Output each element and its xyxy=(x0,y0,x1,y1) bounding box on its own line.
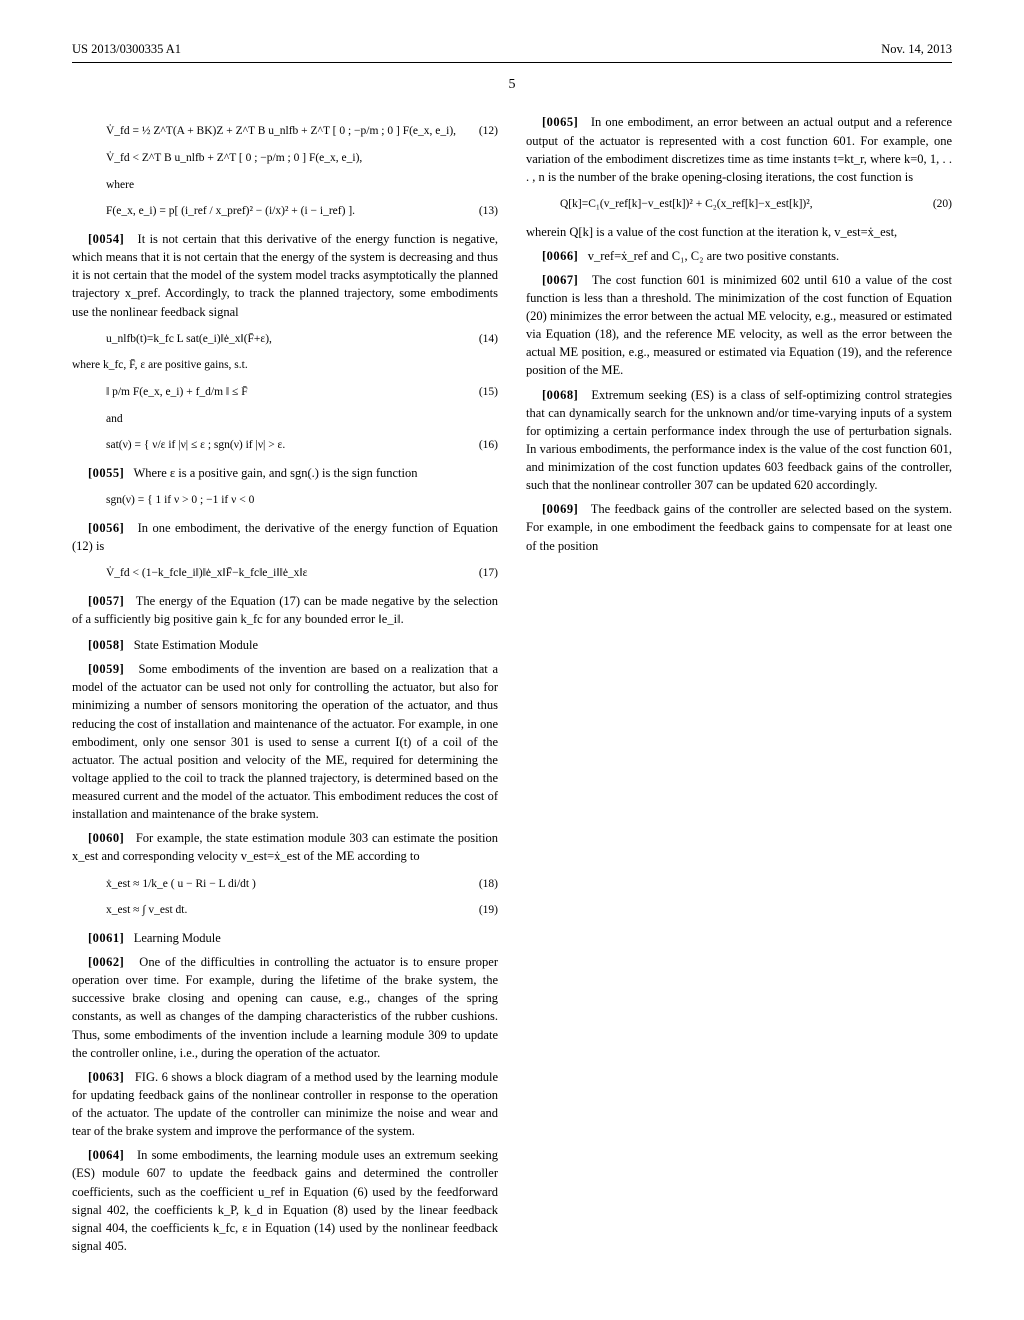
paragraph-0063: [0063] FIG. 6 shows a block diagram of a… xyxy=(72,1068,498,1141)
paragraph-0066: [0066] v_ref=ẋ_ref and C₁, C₂ are two po… xyxy=(526,247,952,265)
equation-20: Q[k]=C₁(v_ref[k]−v_est[k])² + C₂(x_ref[k… xyxy=(560,196,952,213)
paragraph-0059: [0059] Some embodiments of the invention… xyxy=(72,660,498,823)
paragraph-0064: [0064] In some embodiments, the learning… xyxy=(72,1146,498,1255)
paragraph-0057: [0057] The energy of the Equation (17) c… xyxy=(72,592,498,628)
equation-12b: V̇_fd < Z^T B u_nlfb + Z^T [ 0 ; −p/m ; … xyxy=(106,150,498,167)
paragraph-0069: [0069] The feedback gains of the control… xyxy=(526,500,952,554)
paragraph-0058: [0058] State Estimation Module xyxy=(72,636,498,654)
page-number: 5 xyxy=(72,75,952,95)
equation-14-note: where k_fc, F̄, ε are positive gains, s.… xyxy=(72,357,498,374)
equation-14: u_nlfb(t)=k_fc L sat(e_i)‖ė_x‖(F̄+ε), (1… xyxy=(106,331,498,348)
equation-17: V̇_fd < (1−k_fc‖e_i‖)‖ė_x‖F̄−k_fc‖e_i‖‖ė… xyxy=(106,565,498,582)
paragraph-0067: [0067] The cost function 601 is minimize… xyxy=(526,271,952,380)
paragraph-0065: [0065] In one embodiment, an error betwe… xyxy=(526,113,952,186)
equation-where: where xyxy=(106,177,498,194)
equation-sgn: sgn(ν) = { 1 if ν > 0 ; −1 if ν < 0 xyxy=(106,492,498,509)
paragraph-0065b: wherein Q[k] is a value of the cost func… xyxy=(526,223,952,241)
equation-12a: V̇_fd = ½ Z^T(A + BK)Z + Z^T B u_nlfb + … xyxy=(106,123,498,140)
paragraph-0062: [0062] One of the difficulties in contro… xyxy=(72,953,498,1062)
paragraph-0061: [0061] Learning Module xyxy=(72,929,498,947)
page-header: US 2013/0300335 A1 Nov. 14, 2013 xyxy=(72,40,952,63)
equation-19: x_est ≈ ∫ v_est dt. (19) xyxy=(106,902,498,919)
paragraph-0055: [0055] Where ε is a positive gain, and s… xyxy=(72,464,498,482)
equation-18: ẋ_est ≈ 1/k_e ( u − Ri − L di/dt ) (18) xyxy=(106,876,498,893)
paragraph-0068: [0068] Extremum seeking (ES) is a class … xyxy=(526,386,952,495)
publication-date: Nov. 14, 2013 xyxy=(881,40,952,58)
paragraph-0060: [0060] For example, the state estimation… xyxy=(72,829,498,865)
equation-16: sat(ν) = { ν/ε if |ν| ≤ ε ; sgn(ν) if |ν… xyxy=(106,437,498,454)
equation-13: F(e_x, e_i) = p[ (i_ref / x_pref)² − (i/… xyxy=(106,203,498,220)
content-columns: V̇_fd = ½ Z^T(A + BK)Z + Z^T B u_nlfb + … xyxy=(72,113,952,1263)
patent-number: US 2013/0300335 A1 xyxy=(72,40,181,58)
paragraph-0056: [0056] In one embodiment, the derivative… xyxy=(72,519,498,555)
paragraph-0054: [0054] It is not certain that this deriv… xyxy=(72,230,498,321)
equation-15-and: and xyxy=(106,411,498,428)
equation-15: ‖ p/m F(e_x, e_i) + f_d/m ‖ ≤ F̄ (15) xyxy=(106,384,498,401)
